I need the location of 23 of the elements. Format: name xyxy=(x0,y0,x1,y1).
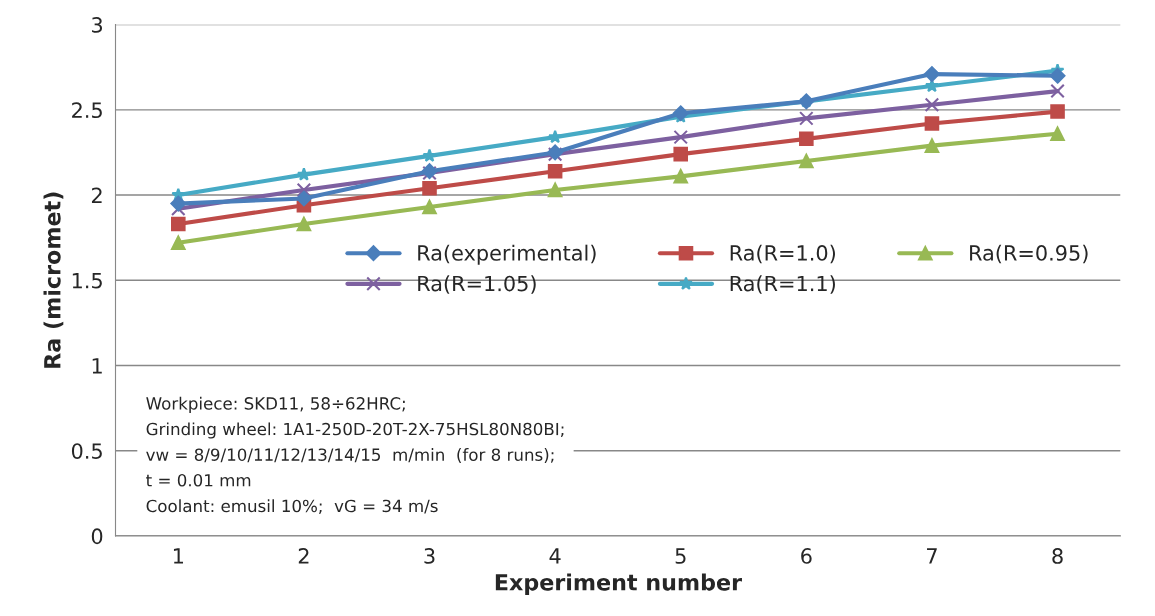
x-tick-label: 3 xyxy=(424,548,435,564)
legend-label: Ra(R=1.0) xyxy=(730,244,835,264)
legend-label: Ra(experimental) xyxy=(418,244,596,265)
y-tick-label: 2.5 xyxy=(72,102,102,119)
y-tick-label: 1.5 xyxy=(72,273,102,289)
x-tick-label: 4 xyxy=(549,548,561,564)
legend-label: Ra(R=0.95) xyxy=(970,244,1088,264)
legend-label: Ra(R=1.05) xyxy=(418,275,536,294)
y-tick-label: 0.5 xyxy=(71,443,102,459)
legend-label: Ra(R=1.1) xyxy=(730,275,835,294)
x-tick-label: 6 xyxy=(801,548,812,564)
y-tick-label: 1 xyxy=(92,358,102,374)
x-tick-label: 7 xyxy=(927,548,937,564)
y-axis-title: Ra (micromet) xyxy=(43,192,64,368)
x-axis-title: Experiment number xyxy=(495,573,742,595)
x-tick-label: 2 xyxy=(298,548,309,564)
y-tick-label: 0 xyxy=(91,528,103,545)
x-tick-label: 1 xyxy=(173,548,184,564)
x-tick-label: 8 xyxy=(1052,548,1063,564)
y-tick-label: 3 xyxy=(92,17,103,33)
y-tick-label: 2 xyxy=(91,187,102,203)
annotation: Workpiece: SKD11, 58÷62HRC; Grinding wheel: 1A1-250D-20T-2X-75HSL80N80BI; vw = 8/9/10/11/12/13/14/15 m/min (for 8 runs); t = 0.01 mm Coolant: emusil 10%; vG = 34 m/s xyxy=(146,396,564,514)
x-tick-label: 5 xyxy=(675,548,686,564)
